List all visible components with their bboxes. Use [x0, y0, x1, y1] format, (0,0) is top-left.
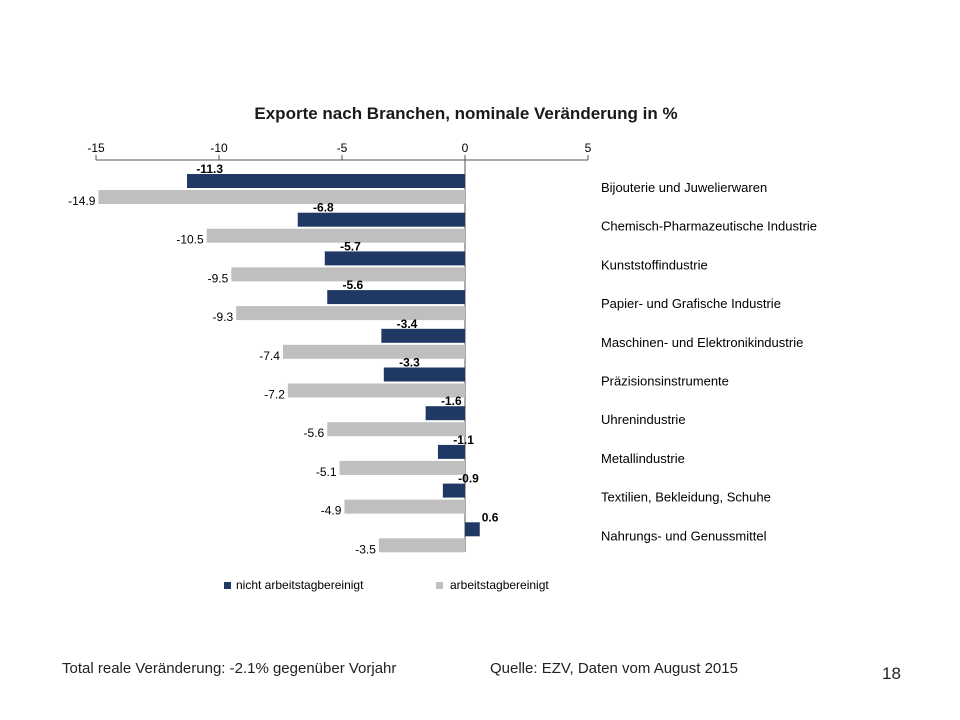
legend-label-arbeitstagbereinigt: arbeitstagbereinigt [450, 578, 549, 592]
bars [98, 174, 480, 553]
bar-arbeitstagbereinigt [378, 538, 465, 553]
value-label-arbeitstagbereinigt: -4.9 [321, 504, 342, 518]
x-tick-label: -15 [87, 141, 105, 155]
bar-nicht-arbeitstagbereinigt [297, 212, 465, 227]
category-label: Präzisionsinstrumente [601, 374, 729, 389]
bar-arbeitstagbereinigt [344, 499, 465, 514]
bar-nicht-arbeitstagbereinigt [327, 290, 465, 305]
bar-arbeitstagbereinigt [327, 422, 465, 437]
category-label: Textilien, Bekleidung, Schuhe [601, 490, 771, 505]
value-label-nicht-arbeitstagbereinigt: -11.3 [196, 162, 223, 176]
value-label-nicht-arbeitstagbereinigt: -5.7 [340, 239, 361, 253]
chart-title: Exporte nach Branchen, nominale Veränder… [254, 104, 677, 123]
value-label-arbeitstagbereinigt: -7.4 [259, 349, 280, 363]
value-label-arbeitstagbereinigt: -5.1 [316, 465, 337, 479]
value-label-nicht-arbeitstagbereinigt: -0.9 [458, 472, 479, 486]
category-label: Papier- und Grafische Industrie [601, 296, 781, 311]
value-label-nicht-arbeitstagbereinigt: -1.6 [441, 394, 462, 408]
bar-arbeitstagbereinigt [236, 306, 465, 321]
category-label: Maschinen- und Elektronikindustrie [601, 335, 803, 350]
x-tick-label: -5 [337, 141, 348, 155]
value-label-arbeitstagbereinigt: -10.5 [176, 233, 204, 247]
legend-label-nicht-arbeitstagbereinigt: nicht arbeitstagbereinigt [236, 578, 364, 592]
value-label-nicht-arbeitstagbereinigt: 0.6 [482, 510, 499, 524]
value-labels: -11.3 -14.9 -6.8 -10.5 -5.7 -9.5 -5.6 -9.3 -3.4 -… [68, 162, 499, 556]
value-label-nicht-arbeitstagbereinigt: -1.1 [453, 433, 474, 447]
legend-swatch-arbeitstagbereinigt [436, 582, 443, 589]
bar-arbeitstagbereinigt [98, 190, 466, 204]
bar-arbeitstagbereinigt [339, 460, 465, 475]
value-label-arbeitstagbereinigt: -7.2 [264, 388, 285, 402]
value-label-nicht-arbeitstagbereinigt: -5.6 [343, 278, 364, 292]
category-label: Bijouterie und Juwelierwaren [601, 180, 767, 195]
value-label-nicht-arbeitstagbereinigt: -6.8 [313, 201, 334, 215]
bar-nicht-arbeitstagbereinigt [381, 328, 465, 343]
category-label: Chemisch-Pharmazeutische Industrie [601, 219, 817, 234]
x-tick-label: 0 [462, 141, 469, 155]
value-label-arbeitstagbereinigt: -14.9 [68, 194, 96, 208]
bar-nicht-arbeitstagbereinigt [324, 251, 465, 266]
x-tick-label: -10 [210, 141, 228, 155]
legend: nicht arbeitstagbereinigt arbeitstagberei… [224, 578, 549, 592]
category-labels: Bijouterie und Juwelierwaren Chemisch-Pha… [601, 180, 817, 543]
bar-nicht-arbeitstagbereinigt [437, 444, 465, 459]
value-label-nicht-arbeitstagbereinigt: -3.3 [399, 356, 420, 370]
page-number: 18 [882, 664, 901, 683]
bar-nicht-arbeitstagbereinigt [425, 406, 465, 421]
bar-nicht-arbeitstagbereinigt [187, 174, 465, 188]
value-label-arbeitstagbereinigt: -9.3 [213, 310, 234, 324]
value-label-arbeitstagbereinigt: -3.5 [355, 542, 376, 556]
category-label: Uhrenindustrie [601, 412, 686, 427]
category-label: Nahrungs- und Genussmittel [601, 528, 767, 543]
legend-swatch-nicht-arbeitstagbereinigt [224, 582, 231, 589]
bar-nicht-arbeitstagbereinigt [442, 483, 465, 498]
bar-arbeitstagbereinigt [206, 228, 465, 243]
bar-arbeitstagbereinigt [231, 267, 465, 282]
bar-arbeitstagbereinigt [282, 344, 465, 359]
x-tick-label: 5 [585, 141, 592, 155]
category-label: Kunststoffindustrie [601, 257, 708, 272]
category-label: Metallindustrie [601, 451, 685, 466]
footer-note: Total reale Veränderung: -2.1% gegenüber… [62, 660, 397, 677]
value-label-nicht-arbeitstagbereinigt: -3.4 [397, 317, 418, 331]
value-label-arbeitstagbereinigt: -9.5 [208, 271, 229, 285]
bar-nicht-arbeitstagbereinigt [465, 522, 480, 537]
footer-source: Quelle: EZV, Daten vom August 2015 [490, 660, 738, 677]
bar-arbeitstagbereinigt [287, 383, 465, 398]
value-label-arbeitstagbereinigt: -5.6 [304, 426, 325, 440]
bar-nicht-arbeitstagbereinigt [383, 367, 465, 382]
